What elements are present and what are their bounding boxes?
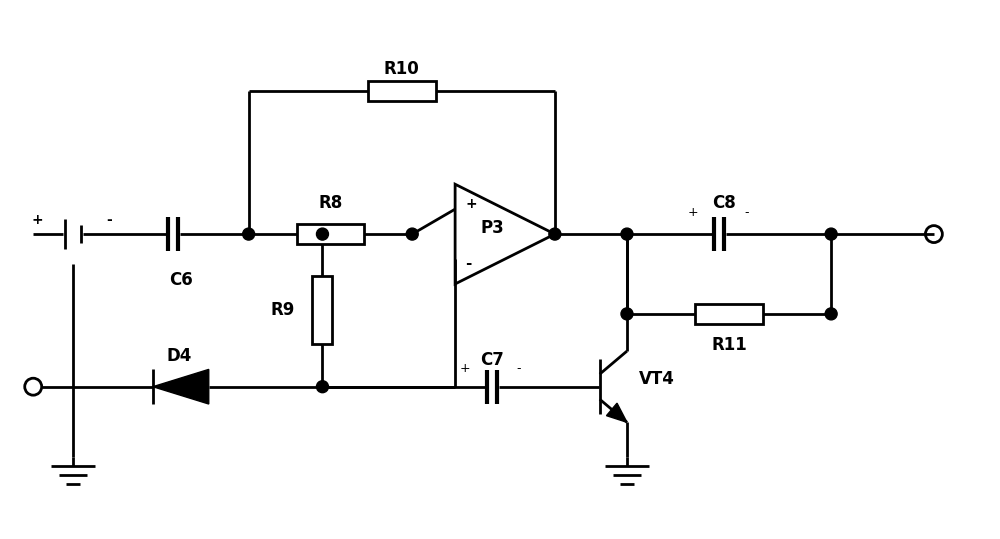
Text: -: - (517, 362, 521, 375)
Circle shape (621, 308, 633, 320)
Text: +: + (460, 362, 470, 375)
Bar (695, 304, 763, 324)
Circle shape (406, 228, 418, 240)
Text: D4: D4 (166, 347, 192, 365)
Text: -: - (106, 213, 112, 227)
Circle shape (243, 228, 255, 240)
Text: VT4: VT4 (639, 370, 675, 388)
Text: -: - (744, 206, 749, 219)
Circle shape (316, 228, 328, 240)
Circle shape (825, 228, 837, 240)
Text: P3: P3 (480, 219, 504, 237)
Polygon shape (153, 369, 209, 404)
Circle shape (316, 381, 328, 393)
Text: +: + (687, 206, 698, 219)
Circle shape (825, 308, 837, 320)
Circle shape (621, 228, 633, 240)
Text: R8: R8 (318, 194, 343, 212)
Text: -: - (465, 255, 471, 271)
Bar (297, 224, 364, 244)
Circle shape (549, 228, 561, 240)
Text: R9: R9 (270, 301, 295, 320)
Text: +: + (31, 213, 43, 227)
Polygon shape (606, 403, 627, 422)
Text: R10: R10 (384, 60, 420, 79)
Text: C6: C6 (169, 271, 193, 289)
Bar (312, 277, 332, 344)
Text: R11: R11 (711, 336, 747, 354)
Text: +: + (465, 197, 477, 211)
Text: C8: C8 (713, 194, 736, 212)
Text: C7: C7 (480, 351, 504, 369)
Bar (368, 81, 436, 101)
